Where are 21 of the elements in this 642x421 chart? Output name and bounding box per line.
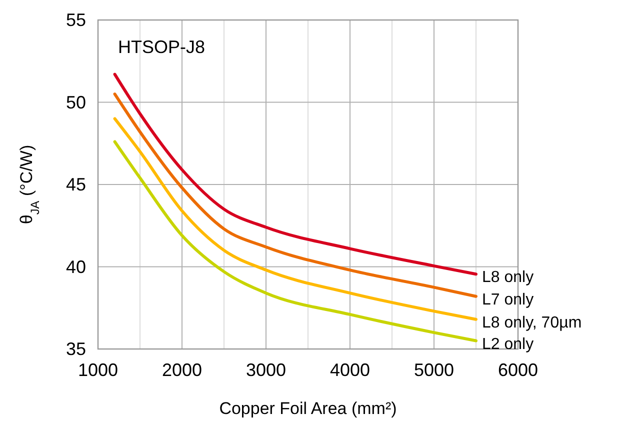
x-axis-title: Copper Foil Area (mm²) [219, 399, 397, 418]
x-tick-label: 5000 [414, 360, 454, 380]
x-tick-label: 3000 [246, 360, 286, 380]
series-label: L8 only [482, 269, 534, 286]
series-label: L7 only [482, 291, 534, 308]
y-tick-label: 35 [66, 339, 86, 359]
line-series [113, 117, 478, 321]
y-tick-label: 45 [66, 174, 86, 194]
series-label: L2 only [482, 336, 534, 353]
y-tick-label: 55 [66, 10, 86, 30]
line-series [113, 92, 478, 298]
series-label: L8 only, 70µm [482, 314, 582, 332]
line-series [113, 72, 478, 276]
y-tick-label: 40 [66, 256, 86, 277]
x-tick-label: 2000 [162, 360, 202, 380]
x-tick-label: 4000 [330, 360, 370, 380]
x-tick-label: 1000 [78, 360, 118, 380]
x-tick-label: 6000 [498, 360, 538, 380]
line-series [113, 140, 478, 342]
y-tick-label: 50 [66, 92, 86, 112]
annotation: HTSOP-J8 [118, 37, 206, 57]
